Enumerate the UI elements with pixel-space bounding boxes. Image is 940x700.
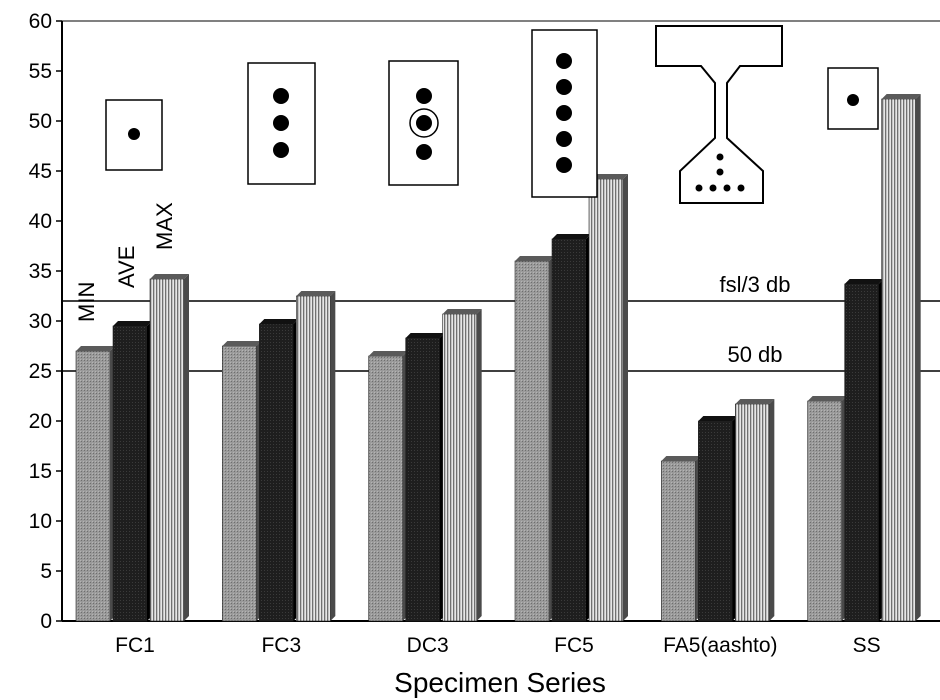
- fc5-cross-section-icon: [531, 29, 598, 198]
- x-axis-title: Specimen Series: [394, 667, 606, 698]
- bar-top: [735, 399, 775, 404]
- axes: 0 5 10 15 20 25 30 35 40 45 50 55 60: [29, 10, 940, 633]
- x-category-label: FA5(aashto): [663, 634, 777, 657]
- y-tick-label: 25: [29, 360, 52, 383]
- bar-ave-fc3: [259, 319, 299, 622]
- bar-face: [881, 98, 916, 622]
- bar-face: [588, 178, 624, 622]
- bar-top: [296, 291, 336, 296]
- cross-section-icons: [105, 25, 879, 204]
- y-tick-label: 20: [29, 410, 52, 433]
- bar-top: [661, 456, 701, 461]
- bar-face: [442, 313, 477, 622]
- bar-max-dc3: [442, 309, 482, 622]
- y-tick-label: 60: [29, 10, 52, 33]
- bar-min-ss: [807, 396, 847, 622]
- bar-face: [112, 325, 148, 622]
- y-tick-label: 0: [40, 610, 52, 633]
- fc1-cross-section-icon: [105, 99, 163, 171]
- bar-face: [735, 403, 770, 622]
- bar-face: [296, 295, 331, 622]
- bar-top: [589, 174, 628, 179]
- y-tick-label: 40: [29, 210, 52, 233]
- bar-min-fc3: [222, 341, 262, 622]
- legend: MIN AVE MAX: [74, 202, 177, 322]
- legend-label-ave: AVE: [114, 246, 139, 288]
- bar-face: [149, 278, 185, 622]
- y-tick-label: 10: [29, 510, 52, 533]
- legend-label-min: MIN: [74, 282, 99, 322]
- bar-top: [368, 351, 408, 356]
- bar-top: [442, 309, 482, 314]
- bar-min-fc1: [75, 346, 115, 622]
- bar-top: [552, 234, 591, 239]
- bar-face: [75, 350, 111, 622]
- bar-min-dc3: [368, 351, 408, 622]
- bar-max-fc5: [588, 174, 628, 622]
- bar-max-ss: [881, 94, 921, 622]
- ss-cross-section-icon: [827, 67, 879, 130]
- fc3-cross-section-icon: [247, 62, 316, 185]
- bar-side: [330, 291, 336, 621]
- bar-face: [222, 345, 257, 622]
- bar-top: [150, 274, 189, 279]
- y-tick-label: 50: [29, 110, 52, 133]
- bar-min-fa5aashto: [661, 456, 701, 622]
- bar-max-fa5aashto: [735, 399, 775, 622]
- bar-top: [113, 321, 152, 326]
- bars: FC1 FC3 DC3 FC5 FA5(aashto) SS: [75, 94, 921, 657]
- bar-side: [476, 309, 482, 621]
- bar-top: [405, 333, 445, 338]
- bar-face: [844, 283, 879, 622]
- x-category-label: FC5: [554, 634, 594, 657]
- x-category-label: FC3: [261, 634, 301, 657]
- bar-top: [259, 319, 299, 324]
- bar-max-fc1: [149, 274, 189, 622]
- bar-top: [222, 341, 262, 346]
- bar-ave-dc3: [405, 333, 445, 622]
- bar-top: [807, 396, 847, 401]
- bar-ave-fc5: [551, 234, 591, 622]
- bar-side: [623, 174, 628, 621]
- bar-ave-fa5aashto: [698, 416, 738, 622]
- reference-line-label: fsl/3 db: [720, 272, 791, 297]
- aashto-girder-cross-section-icon: [655, 25, 783, 204]
- bar-side: [184, 274, 189, 621]
- bar-top: [881, 94, 921, 99]
- reference-lines: fsl/3 db 50 db: [62, 272, 940, 372]
- reference-line-label: 50 db: [727, 342, 782, 367]
- y-tick-label: 15: [29, 460, 52, 483]
- y-tick-label: 55: [29, 60, 52, 83]
- x-category-label: FC1: [115, 634, 155, 657]
- bar-face: [661, 460, 696, 622]
- bar-face: [698, 420, 733, 622]
- y-tick-label: 45: [29, 160, 52, 183]
- legend-label-max: MAX: [152, 202, 177, 250]
- bar-side: [769, 399, 775, 621]
- bar-top: [698, 416, 738, 421]
- bar-ave-ss: [844, 279, 884, 622]
- bar-side: [915, 94, 921, 621]
- bar-face: [405, 337, 440, 622]
- x-category-label: DC3: [407, 634, 449, 657]
- bar-face: [807, 400, 842, 622]
- bar-top: [515, 256, 554, 261]
- y-tick-label: 35: [29, 260, 52, 283]
- y-tick-label: 30: [29, 310, 52, 333]
- bar-ave-fc1: [112, 321, 152, 622]
- y-tick-label: 5: [40, 560, 52, 583]
- bar-max-fc3: [296, 291, 336, 622]
- bar-face: [259, 323, 294, 622]
- bar-face: [551, 238, 587, 622]
- dc3-cross-section-icon: [388, 60, 459, 186]
- bar-top: [844, 279, 884, 284]
- bar-top: [76, 346, 115, 351]
- bar-min-fc5: [514, 256, 554, 622]
- bar-face: [368, 355, 403, 622]
- bar-face: [514, 260, 550, 622]
- x-category-label: SS: [853, 634, 881, 657]
